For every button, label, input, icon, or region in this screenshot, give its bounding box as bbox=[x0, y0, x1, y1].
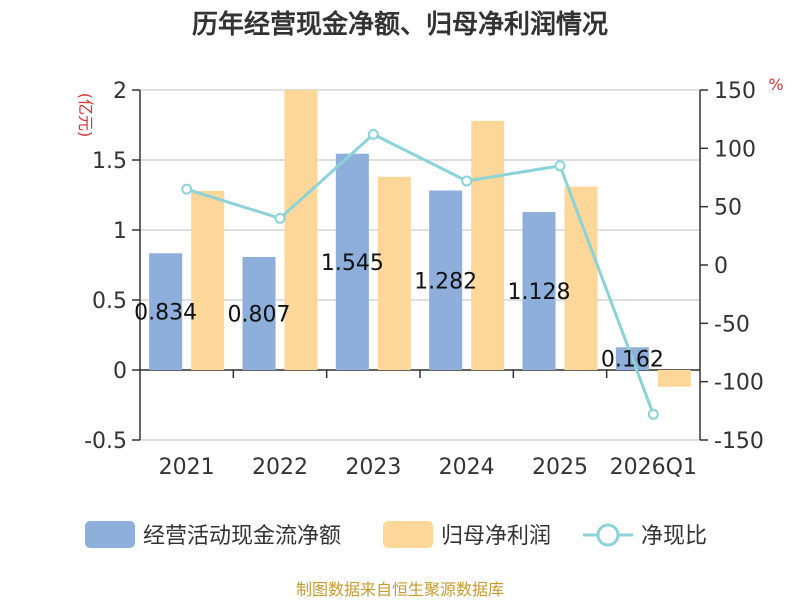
ratio-line-path bbox=[186, 132, 655, 415]
ratio-point bbox=[461, 175, 473, 187]
ratio-line bbox=[181, 128, 659, 420]
bar bbox=[377, 176, 411, 370]
left-tick-label: -0.5 bbox=[84, 429, 127, 454]
category-label: 2021 bbox=[159, 455, 215, 480]
source-note: 制图数据来自恒生聚源数据库 bbox=[296, 580, 504, 599]
left-tick-label: 1 bbox=[113, 219, 127, 244]
legend-swatch-cashflow bbox=[85, 521, 135, 548]
bar bbox=[522, 212, 556, 370]
bar bbox=[335, 153, 369, 370]
bar-data-label: 1.545 bbox=[321, 251, 384, 276]
category-label: 2025 bbox=[532, 455, 588, 480]
bar bbox=[149, 253, 183, 370]
bar-data-label: 0.807 bbox=[228, 303, 291, 328]
bar bbox=[284, 90, 318, 370]
legend: 经营活动现金流净额 归母净利润 净现比 bbox=[85, 521, 707, 549]
left-tick-label: 0 bbox=[113, 359, 127, 384]
right-tick-label: -100 bbox=[714, 371, 764, 396]
legend-label-netprofit: 归母净利润 bbox=[441, 524, 551, 549]
right-tick-label: -50 bbox=[714, 312, 750, 337]
legend-swatch-netprofit bbox=[383, 521, 433, 548]
ratio-point bbox=[181, 183, 193, 195]
right-tick-label: 0 bbox=[714, 254, 728, 279]
legend-marker-ratio bbox=[596, 523, 620, 547]
bar bbox=[471, 120, 505, 370]
data-labels: 0.834 0.807 1.545 1.282 1.128 0.162 bbox=[134, 251, 664, 373]
bar bbox=[191, 190, 225, 370]
bar-data-label: 0.162 bbox=[601, 348, 664, 373]
bar bbox=[657, 370, 691, 387]
legend-label-ratio: 净现比 bbox=[641, 524, 707, 549]
ratio-point bbox=[367, 128, 379, 140]
bar bbox=[564, 186, 598, 370]
left-tick-label: 2 bbox=[113, 79, 127, 104]
ratio-point bbox=[274, 212, 286, 224]
axes: 2 1.5 1 0.5 0 -0.5 150 100 50 0 -50 -100 -150 2021 202… bbox=[84, 79, 764, 480]
bar-data-label: 1.128 bbox=[508, 280, 571, 305]
category-label: 2024 bbox=[439, 455, 495, 480]
right-tick-label: -150 bbox=[714, 429, 764, 454]
right-tick-label: 150 bbox=[714, 79, 756, 104]
ratio-point bbox=[554, 160, 566, 172]
bar-data-label: 0.834 bbox=[134, 301, 197, 326]
bars bbox=[149, 90, 691, 387]
category-label: 2023 bbox=[345, 455, 401, 480]
chart-title: 历年经营现金净额、归母净利润情况 bbox=[192, 9, 608, 40]
left-tick-label: 0.5 bbox=[92, 289, 127, 314]
right-axis-unit: % bbox=[768, 75, 783, 94]
category-label: 2026Q1 bbox=[610, 455, 697, 480]
left-tick-label: 1.5 bbox=[92, 149, 127, 174]
right-tick-label: 50 bbox=[714, 196, 742, 221]
ratio-point bbox=[647, 408, 659, 420]
left-axis-unit: (亿元) bbox=[76, 93, 95, 138]
bar-data-label: 1.282 bbox=[414, 269, 477, 294]
right-tick-label: 100 bbox=[714, 137, 756, 162]
legend-label-cashflow: 经营活动现金流净额 bbox=[143, 524, 341, 549]
category-label: 2022 bbox=[252, 455, 308, 480]
bar bbox=[429, 190, 463, 370]
bar bbox=[242, 257, 276, 370]
